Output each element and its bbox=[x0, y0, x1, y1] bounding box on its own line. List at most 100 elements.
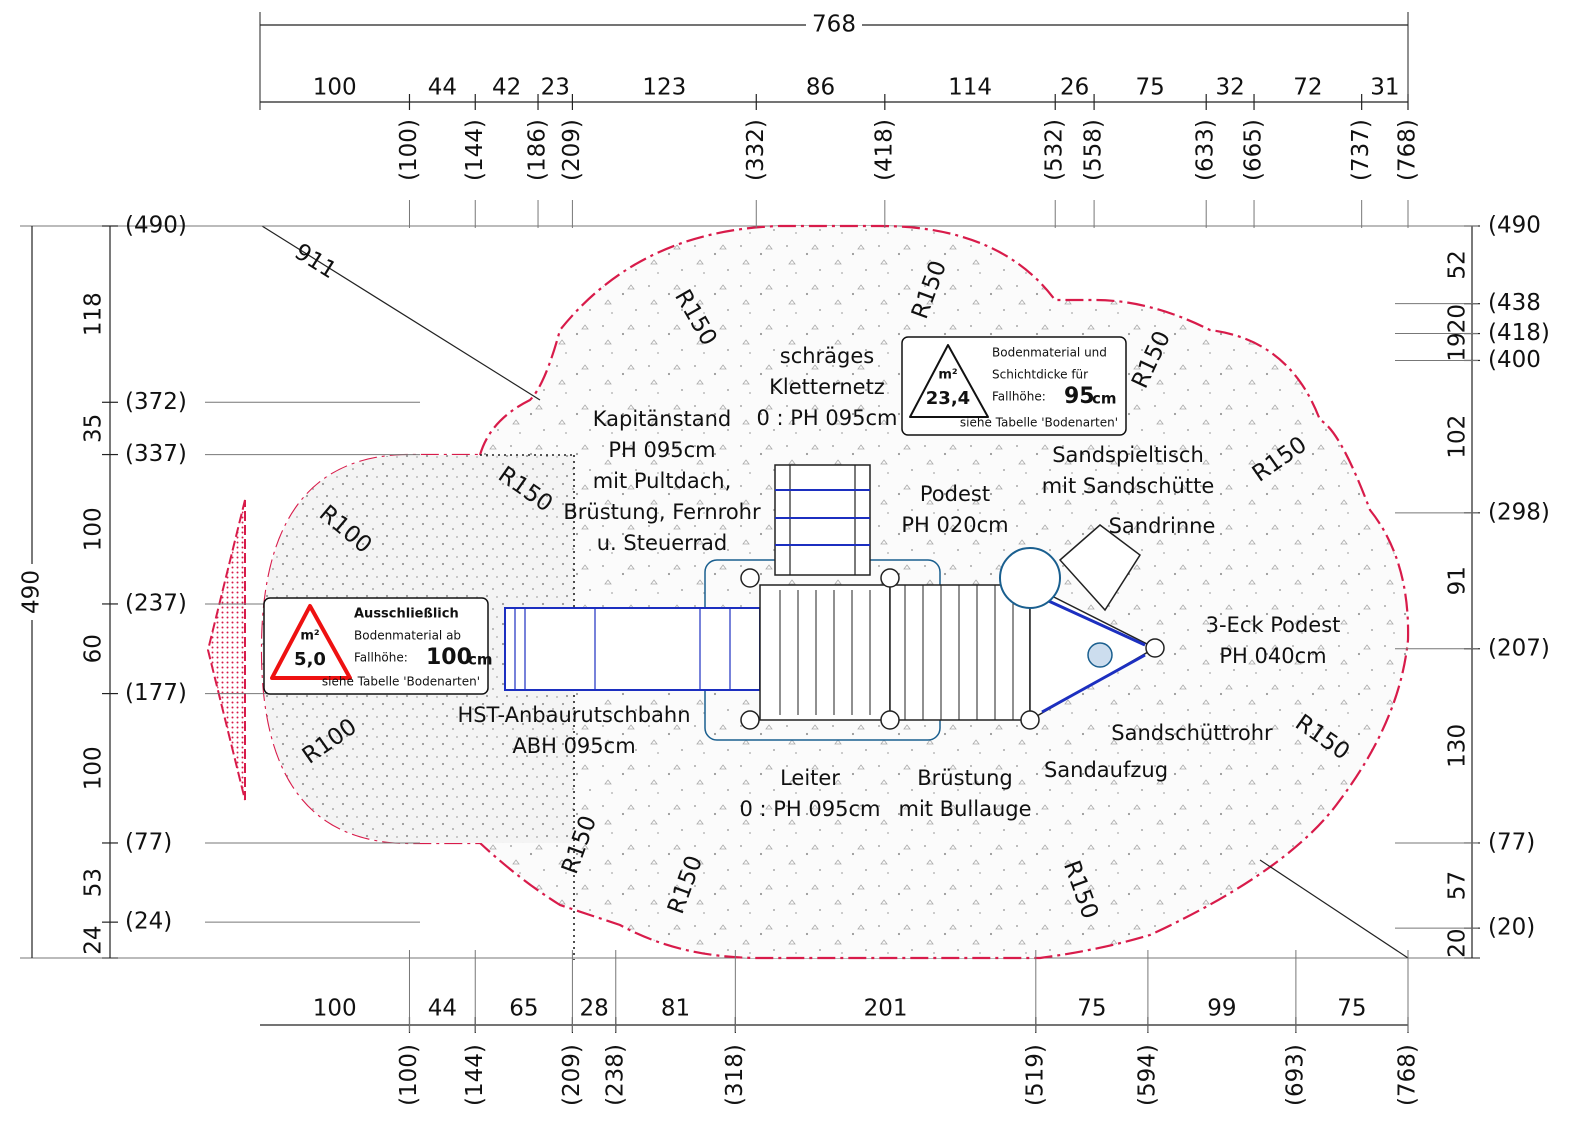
sand-table bbox=[999, 547, 1061, 609]
segment-label: 75 bbox=[1077, 996, 1106, 1022]
sign-line: Bodenmaterial ab bbox=[354, 629, 461, 643]
segment-label: 42 bbox=[492, 75, 521, 101]
cumulative-label: (100) bbox=[396, 119, 422, 181]
ladder-net bbox=[774, 464, 871, 576]
cumulative-label: (633) bbox=[1193, 119, 1219, 181]
segment-label: 123 bbox=[642, 75, 686, 101]
component-label: PH 020cm bbox=[901, 513, 1008, 537]
segment-label: 53 bbox=[81, 868, 107, 897]
cumulative-label: (298) bbox=[1488, 499, 1550, 525]
sign-height: 100 bbox=[426, 645, 472, 670]
component-label: HST-Anbaurutschbahn bbox=[457, 703, 690, 727]
cumulative-label: (209) bbox=[559, 119, 585, 181]
cumulative-label: (418) bbox=[871, 119, 897, 181]
label: 768 bbox=[812, 12, 856, 38]
diagonal-line bbox=[261, 225, 541, 401]
segment-label: 19 bbox=[1445, 332, 1471, 361]
segment-label: 81 bbox=[661, 996, 690, 1022]
label-bg bbox=[18, 564, 46, 620]
cumulative-label: (558) bbox=[1081, 119, 1107, 181]
cumulative-label: (177) bbox=[125, 680, 187, 706]
component-label: Kletternetz bbox=[769, 375, 885, 399]
sign-height-unit: cm bbox=[1092, 390, 1117, 408]
segment-label: 24 bbox=[81, 925, 107, 954]
segment-label: 201 bbox=[864, 996, 908, 1022]
sign-heading: Ausschließlich bbox=[354, 607, 459, 622]
segment-label: 100 bbox=[81, 507, 107, 551]
post bbox=[880, 568, 900, 588]
podest bbox=[889, 584, 1031, 721]
sign-line: Schichtdicke für bbox=[992, 368, 1088, 382]
sign-icon-unit: m² bbox=[938, 368, 957, 383]
cumulative-label: (519) bbox=[1022, 1044, 1048, 1106]
cumulative-label: (237) bbox=[125, 590, 187, 616]
sign-line: Fallhöhe: bbox=[354, 651, 408, 665]
post bbox=[1020, 710, 1040, 730]
sand-lift bbox=[1087, 642, 1113, 668]
sign-triangle bbox=[270, 604, 352, 680]
sign-line: Bodenmaterial und bbox=[992, 346, 1107, 360]
cumulative-label: (207) bbox=[1488, 635, 1550, 661]
sign-icon-unit: m² bbox=[300, 629, 319, 644]
component-label: PH 095cm bbox=[608, 438, 715, 462]
component-label: Sandschüttrohr bbox=[1111, 721, 1273, 745]
segment-label: 65 bbox=[509, 996, 538, 1022]
component-label: Sandspieltisch bbox=[1052, 443, 1204, 467]
sign-line: Fallhöhe: bbox=[992, 390, 1046, 404]
triangle-rail bbox=[1041, 596, 1146, 647]
triangle-rail bbox=[1041, 653, 1146, 714]
diagonal-label: 911 bbox=[290, 239, 341, 284]
cumulative-label: (693) bbox=[1282, 1044, 1308, 1106]
cumulative-label: (372) bbox=[125, 389, 187, 415]
cumulative-label: (768) bbox=[1395, 119, 1421, 181]
post bbox=[740, 568, 760, 588]
segment-label: 57 bbox=[1445, 871, 1471, 900]
segment-label: 35 bbox=[81, 414, 107, 443]
segment-label: 52 bbox=[1445, 250, 1471, 279]
cumulative-label: (337) bbox=[125, 441, 187, 467]
cumulative-label: (318) bbox=[722, 1044, 748, 1106]
segment-label: 100 bbox=[81, 746, 107, 790]
cumulative-label: (737) bbox=[1348, 119, 1374, 181]
sign-area: 23,4 bbox=[926, 388, 970, 409]
segment-label: 44 bbox=[428, 996, 457, 1022]
segment-label: 130 bbox=[1445, 724, 1471, 768]
label-bg bbox=[806, 12, 862, 38]
component-label: Sandrinne bbox=[1109, 514, 1216, 538]
component-label: Brüstung, Fernrohr bbox=[563, 500, 761, 524]
cumulative-label: (100) bbox=[396, 1044, 422, 1106]
cumulative-label: (186) bbox=[525, 119, 551, 181]
component-label: PH 040cm bbox=[1219, 644, 1326, 668]
cumulative-label: (24) bbox=[125, 909, 172, 935]
cumulative-label: (77) bbox=[1488, 829, 1535, 855]
cumulative-label: (238) bbox=[602, 1044, 628, 1106]
sign-height: 95 bbox=[1064, 384, 1095, 409]
overall-depth-label: 490 bbox=[19, 570, 45, 614]
segment-label: 75 bbox=[1136, 75, 1165, 101]
post bbox=[880, 710, 900, 730]
component-label: u. Steuerrad bbox=[597, 531, 727, 555]
segment-label: 60 bbox=[81, 634, 107, 663]
cumulative-label: (400 bbox=[1488, 347, 1541, 373]
cumulative-label: (532) bbox=[1042, 119, 1068, 181]
component-label: mit Sandschütte bbox=[1042, 474, 1215, 498]
segment-label: 20 bbox=[1445, 304, 1471, 333]
sign-triangle bbox=[909, 344, 989, 418]
segment-label: 102 bbox=[1445, 415, 1471, 459]
post bbox=[740, 710, 760, 730]
component-label: schräges bbox=[780, 344, 875, 368]
post bbox=[1145, 638, 1165, 658]
sign-note: siehe Tabelle 'Bodenarten' bbox=[960, 416, 1118, 430]
segment-label: 99 bbox=[1207, 996, 1236, 1022]
component-label: ABH 095cm bbox=[512, 734, 635, 758]
component-label: Leiter bbox=[780, 766, 840, 790]
component-label: mit Pultdach, bbox=[593, 469, 732, 493]
cumulative-label: (594) bbox=[1134, 1044, 1160, 1106]
sand-chute bbox=[1058, 524, 1142, 612]
segment-label: 26 bbox=[1060, 75, 1089, 101]
segment-label: 23 bbox=[541, 75, 570, 101]
segment-label: 44 bbox=[428, 75, 457, 101]
component-label: mit Bullauge bbox=[898, 797, 1031, 821]
